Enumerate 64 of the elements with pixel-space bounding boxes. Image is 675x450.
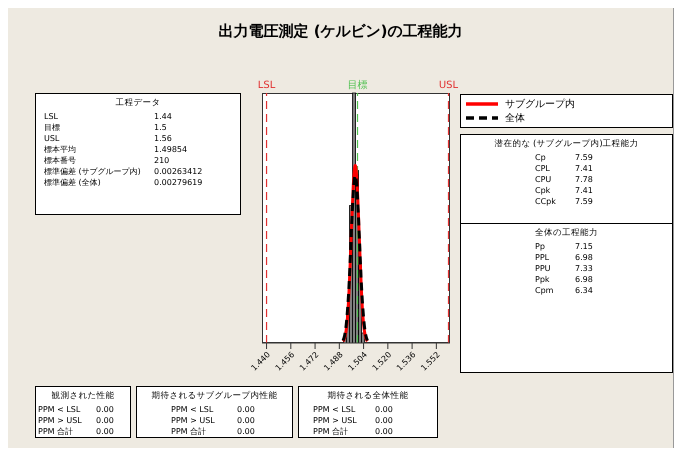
text: 0.00 (375, 426, 393, 437)
ref-line-label: LSL (258, 80, 276, 91)
text: PPM 合計 (38, 426, 74, 437)
text: 1.44 (154, 111, 172, 122)
text: 全体の工程能力 (534, 227, 599, 239)
chart-title: 出力電圧測定 (ケルビン)の工程能力 (218, 22, 464, 41)
text: PPM > USL (38, 415, 83, 426)
text: 0.00263412 (154, 166, 202, 177)
text: CPU (535, 174, 552, 185)
text: 目標 (44, 122, 61, 133)
text: PPM < LSL (38, 404, 82, 415)
text: 0.00 (375, 415, 393, 426)
text: 6.98 (575, 274, 593, 285)
legend-label: 全体 (505, 112, 525, 125)
text: 標本平均 (44, 144, 77, 155)
text: Cp (535, 152, 547, 163)
text: Cpk (535, 185, 552, 196)
text: 7.15 (575, 241, 593, 252)
text: LSL (44, 111, 59, 122)
text: PPM < LSL (171, 404, 214, 415)
text: 0.00 (237, 404, 255, 415)
text: 1.5 (154, 122, 167, 133)
text: 0.00 (96, 404, 114, 415)
text: 期待されるサブグループ内性能 (150, 390, 278, 402)
text: 標準偏差 (全体) (44, 177, 102, 188)
text: 0.00 (375, 404, 393, 415)
text: 期待される全体性能 (326, 390, 410, 402)
text: PPM 合計 (313, 426, 350, 437)
text: 0.00279619 (154, 177, 202, 188)
text: 0.00 (96, 415, 114, 426)
text: 標準偏差 (サブグループ内) (44, 166, 142, 177)
text: 0.00 (237, 415, 255, 426)
text: 6.34 (575, 285, 593, 296)
text: 7.78 (575, 174, 593, 185)
text: 6.98 (575, 252, 593, 263)
text: PPM < LSL (313, 404, 356, 415)
text: 観測された性能 (50, 390, 116, 402)
legend-label: サブグループ内 (505, 98, 575, 111)
text: CCpk (535, 196, 557, 207)
text: 0.00 (237, 426, 255, 437)
text: 210 (154, 155, 170, 166)
text: 7.41 (575, 163, 593, 174)
text: PPL (535, 252, 550, 263)
text: PPM 合計 (171, 426, 208, 437)
text: PPU (535, 263, 552, 274)
text: 1.49854 (154, 144, 188, 155)
text: 7.33 (575, 263, 593, 274)
text: Cpm (535, 285, 554, 296)
text: 7.41 (575, 185, 593, 196)
text: 7.59 (575, 196, 593, 207)
text: 7.59 (575, 152, 593, 163)
text: Ppk (535, 274, 551, 285)
text: 潜在的な (サブグループ内)工程能力 (493, 138, 640, 150)
ref-line-label: 目標 (348, 79, 368, 91)
text: CPL (535, 163, 551, 174)
text: USL (44, 133, 60, 144)
text: 工程データ (114, 97, 162, 109)
text: PPM > USL (171, 415, 216, 426)
text: 0.00 (96, 426, 114, 437)
text: Pp (535, 241, 546, 252)
text: 1.56 (154, 133, 172, 144)
ref-line-label: USL (438, 80, 459, 91)
text: 標本番号 (44, 155, 77, 166)
text: PPM > USL (313, 415, 358, 426)
